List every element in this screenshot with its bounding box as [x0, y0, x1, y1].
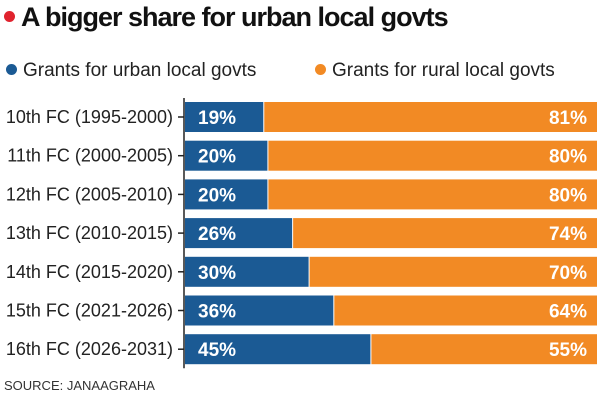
bar-rural	[268, 179, 597, 210]
source-note: SOURCE: JANAAGRAHA	[4, 378, 155, 393]
data-label-urban: 26%	[198, 224, 236, 245]
data-label-rural: 80%	[549, 147, 587, 168]
data-label-rural: 64%	[549, 302, 587, 323]
data-label-rural: 55%	[549, 340, 587, 361]
data-label-urban: 30%	[198, 263, 236, 284]
data-label-rural: 70%	[549, 263, 587, 284]
data-label-rural: 81%	[549, 108, 587, 129]
bar-urban	[185, 218, 293, 249]
bar-urban	[185, 295, 334, 326]
category-label: 12th FC (2005-2010)	[6, 184, 173, 204]
category-label: 11th FC (2000-2005)	[7, 146, 173, 166]
legend-urban: Grants for urban local govts	[6, 60, 256, 82]
bar-urban	[185, 140, 268, 171]
bar-rural	[334, 295, 597, 326]
category-label: 16th FC (2026-2031)	[6, 339, 173, 359]
bar-rural	[268, 140, 597, 171]
legend-rural-swatch	[315, 64, 326, 75]
bar-urban	[185, 256, 309, 287]
category-label: 10th FC (1995-2000)	[6, 107, 173, 127]
category-label: 14th FC (2015-2020)	[6, 262, 173, 282]
bar-urban	[185, 334, 371, 365]
data-label-urban: 36%	[198, 302, 236, 323]
bar-urban	[185, 102, 264, 132]
category-label: 15th FC (2021-2026)	[6, 301, 173, 321]
bar-urban	[185, 179, 268, 210]
title-bullet-icon	[4, 11, 15, 22]
bar-rural	[371, 334, 597, 365]
bar-rural	[264, 102, 597, 132]
bar-rural	[293, 218, 597, 249]
category-label: 13th FC (2010-2015)	[6, 223, 173, 243]
data-label-urban: 19%	[198, 108, 236, 129]
data-label-rural: 80%	[549, 185, 587, 206]
bar-rural	[309, 256, 597, 287]
data-label-urban: 20%	[198, 185, 236, 206]
legend-urban-swatch	[6, 64, 17, 75]
data-label-urban: 20%	[198, 147, 236, 168]
data-label-urban: 45%	[198, 340, 236, 361]
chart-title: A bigger share for urban local govts	[4, 2, 449, 33]
legend-rural: Grants for rural local govts	[315, 60, 555, 82]
data-label-rural: 74%	[549, 224, 587, 245]
